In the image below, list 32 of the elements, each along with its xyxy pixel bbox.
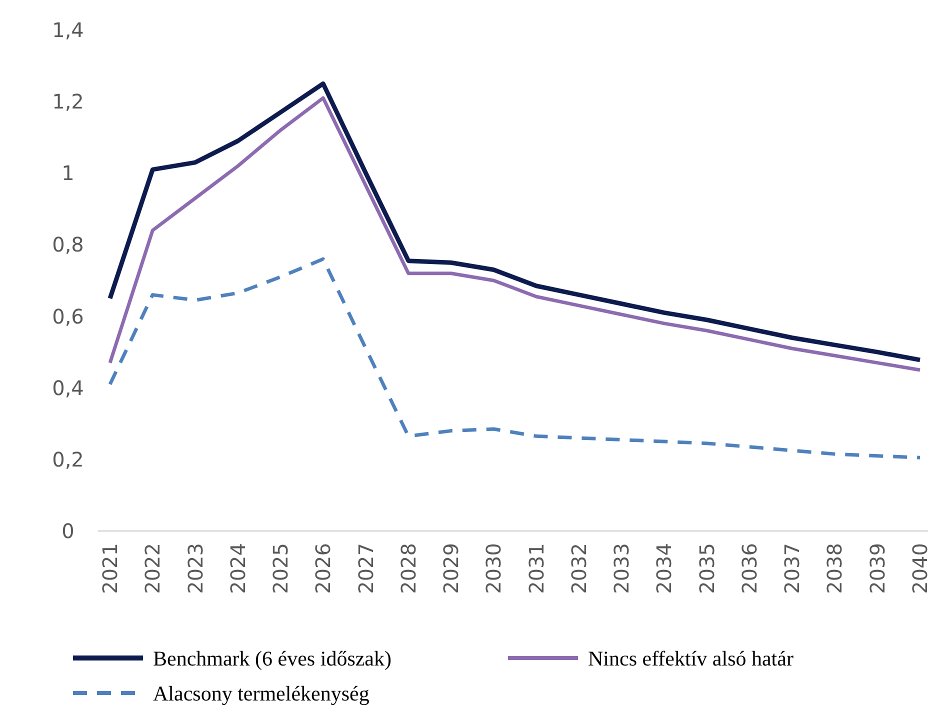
y-tick-label: 0,8 — [52, 232, 84, 257]
x-tick-label: 2034 — [652, 543, 676, 594]
x-tick-label: 2021 — [98, 543, 122, 594]
x-tick-label: 2039 — [865, 543, 890, 594]
x-tick-label: 2030 — [482, 543, 506, 594]
y-tick-label: 1,2 — [52, 90, 84, 114]
legend-label: Nincs effektív alsó határ — [588, 646, 794, 670]
x-tick-label: 2023 — [183, 543, 208, 594]
x-tick-label: 2026 — [311, 543, 336, 594]
y-tick-label: 0,2 — [52, 447, 84, 472]
x-tick-label: 2035 — [694, 543, 719, 594]
y-tick-label: 0,6 — [52, 304, 84, 328]
legend-label: Benchmark (6 éves időszak) — [153, 646, 392, 670]
x-tick-label: 2033 — [610, 543, 634, 594]
y-tick-label: 0,4 — [52, 376, 84, 400]
y-tick-label: 1 — [62, 161, 74, 186]
x-tick-label: 2024 — [226, 543, 250, 594]
x-tick-label: 2036 — [737, 543, 762, 594]
x-tick-label: 2029 — [439, 543, 464, 594]
x-tick-label: 2040 — [908, 543, 932, 594]
legend-label: Alacsony termelékenység — [153, 681, 370, 706]
line-series — [108, 257, 922, 460]
x-tick-label: 2037 — [780, 543, 804, 594]
y-tick-label: 1,4 — [52, 18, 84, 42]
x-tick-label: 2022 — [140, 543, 165, 594]
x-tick-label: 2038 — [822, 543, 847, 594]
x-tick-label: 2032 — [566, 543, 591, 594]
x-tick-label: 2031 — [524, 543, 548, 594]
x-tick-label: 2025 — [268, 543, 293, 594]
x-tick-label: 2027 — [354, 543, 378, 594]
y-tick-label: 0 — [62, 519, 74, 543]
x-tick-label: 2028 — [396, 543, 420, 594]
